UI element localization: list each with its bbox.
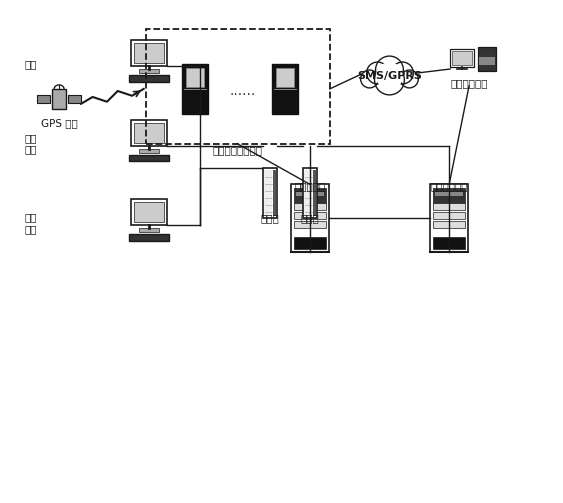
Bar [294, 188, 326, 204]
Bar [304, 171, 312, 216]
Bar [129, 234, 168, 241]
Bar [434, 188, 465, 204]
Bar [134, 123, 164, 143]
Bar [296, 192, 324, 196]
Bar [434, 212, 465, 219]
Text: SMS/GPRS: SMS/GPRS [357, 71, 422, 81]
Bar [430, 185, 468, 252]
Bar [291, 185, 329, 252]
Bar [272, 64, 298, 114]
Bar [294, 237, 326, 249]
Circle shape [391, 62, 413, 84]
Text: 领导: 领导 [25, 59, 38, 69]
Bar [452, 51, 472, 65]
Text: 工作
人员: 工作 人员 [25, 133, 38, 154]
Bar [434, 221, 465, 228]
Bar [138, 228, 159, 232]
Circle shape [376, 56, 404, 84]
Text: 智能手持巡检终端: 智能手持巡检终端 [212, 145, 262, 155]
Bar [37, 95, 50, 103]
Bar [303, 169, 317, 218]
Text: 数据库服务器: 数据库服务器 [431, 182, 468, 191]
Bar [479, 57, 495, 65]
Text: GPS 卫星: GPS 卫星 [41, 118, 78, 128]
Circle shape [377, 63, 403, 89]
Bar [294, 212, 326, 219]
Bar [434, 237, 465, 249]
Bar [450, 49, 474, 67]
Circle shape [361, 70, 378, 88]
Bar [263, 169, 277, 218]
Bar [478, 47, 496, 71]
Bar [134, 202, 164, 222]
Bar [131, 120, 167, 145]
Text: 防火墙: 防火墙 [261, 213, 279, 223]
Bar [182, 64, 208, 114]
Text: 交换机: 交换机 [301, 213, 319, 223]
Bar [129, 154, 168, 161]
Bar [186, 68, 204, 87]
Bar [129, 75, 168, 82]
Bar [294, 221, 326, 228]
Bar [294, 203, 326, 210]
Bar [276, 68, 294, 87]
Bar [434, 203, 465, 210]
Bar [138, 148, 159, 152]
Bar [273, 171, 276, 216]
Text: 应用服务器: 应用服务器 [294, 182, 325, 191]
Circle shape [374, 65, 404, 95]
Bar [313, 171, 316, 216]
Bar [138, 69, 159, 73]
Bar [134, 43, 164, 63]
Bar [131, 40, 167, 66]
Bar [68, 95, 81, 103]
Circle shape [400, 70, 418, 88]
Text: ......: ...... [229, 84, 255, 98]
Bar [146, 29, 330, 143]
Bar [435, 192, 463, 196]
Bar [264, 171, 272, 216]
Text: 相关
部门: 相关 部门 [25, 212, 38, 234]
Bar [131, 199, 167, 225]
Bar [52, 89, 66, 109]
Text: 信息接收网关: 信息接收网关 [450, 78, 488, 88]
Circle shape [367, 62, 388, 84]
